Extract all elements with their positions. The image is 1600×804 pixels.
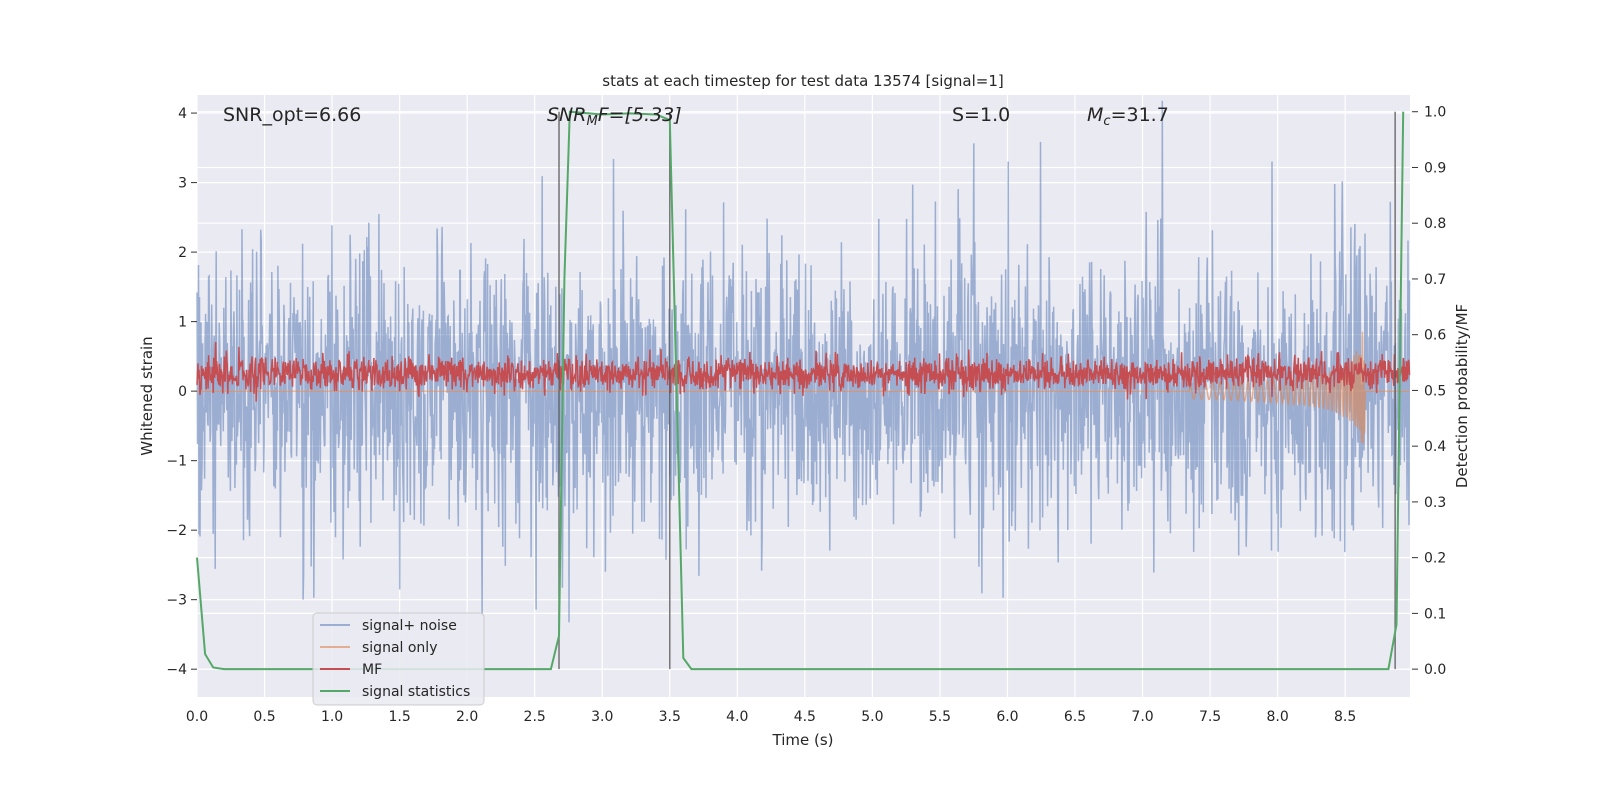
x-tick-label: 0.5	[253, 709, 275, 725]
x-tick-label: 8.5	[1334, 709, 1356, 725]
x-tick-label: 2.0	[456, 709, 478, 725]
y-axis-label: Whitened strain	[138, 336, 156, 455]
x-tick-label: 5.5	[929, 709, 951, 725]
x-tick-label: 6.5	[1064, 709, 1086, 725]
x-tick-label: 8.0	[1266, 709, 1288, 725]
signal-statistics-series-line	[196, 110, 1405, 671]
snr-mf-sub: M	[586, 114, 597, 129]
y-right-tick-label: 0.1	[1424, 606, 1446, 622]
y-tick-label: 0	[178, 384, 187, 400]
snr-mf-rest: F=[5.33]	[598, 104, 682, 126]
legend-label-noise: signal+ noise	[362, 618, 457, 634]
y-tick-label: 4	[178, 106, 187, 122]
x-tick-label: 2.5	[524, 709, 546, 725]
y-right-tick-label: 0.7	[1424, 272, 1446, 288]
x-tick-label: 0.0	[186, 709, 208, 725]
annotation-mc: Mc=31.7	[1087, 104, 1169, 129]
x-axis-label: Time (s)	[772, 731, 834, 749]
mc-main: M	[1087, 104, 1103, 126]
snr-mf-main: SNR	[547, 104, 586, 126]
x-tick-label: 7.5	[1199, 709, 1221, 725]
legend: signal+ noise signal only MF signal stat…	[312, 612, 485, 706]
x-tick-label: 3.5	[659, 709, 681, 725]
y-right-tick-label: 0.3	[1424, 495, 1446, 511]
y-right-tick-label: 0.5	[1424, 383, 1446, 399]
x-tick-label: 1.0	[321, 709, 343, 725]
y-tick-label: −1	[166, 454, 187, 470]
x-tick-label: 3.0	[591, 709, 613, 725]
x-tick-label: 7.0	[1131, 709, 1153, 725]
y-right-tick-label: 1.0	[1424, 105, 1446, 121]
y-tick-label: −3	[166, 593, 187, 609]
y-tick-label: 3	[178, 176, 187, 192]
annotation-s: S=1.0	[952, 104, 1010, 126]
annotation-snr-opt: SNR_opt=6.66	[223, 104, 361, 126]
y-tick-label: −4	[166, 662, 187, 678]
y-tick-label: 2	[178, 245, 187, 261]
chart-title: stats at each timestep for test data 135…	[602, 72, 1003, 90]
x-tick-label: 6.0	[996, 709, 1018, 725]
x-tick-label: 4.0	[726, 709, 748, 725]
mc-rest: =31.7	[1111, 104, 1169, 126]
noise-series-line	[196, 100, 1411, 623]
y-right-tick-label: 0.2	[1424, 551, 1446, 567]
legend-label-stats: signal statistics	[362, 684, 470, 700]
y-tick-label: −2	[166, 523, 187, 539]
mf-series-line	[196, 341, 1411, 402]
y-tick-label: 1	[178, 315, 187, 331]
x-tick-label: 4.5	[794, 709, 816, 725]
y-right-tick-label: 0.8	[1424, 216, 1446, 232]
legend-label-mf: MF	[362, 662, 382, 678]
y-axis-right-label: Detection probability/MF	[1453, 304, 1471, 488]
y-right-tick-label: 0.9	[1424, 160, 1446, 176]
annotation-snr-mf: SNRMF=[5.33]	[547, 104, 682, 129]
x-tick-label: 1.5	[388, 709, 410, 725]
y-right-tick-label: 0.4	[1424, 439, 1446, 455]
legend-label-signal: signal only	[362, 640, 437, 656]
y-right-tick-label: 0.0	[1424, 662, 1446, 678]
y-right-tick-label: 0.6	[1424, 328, 1446, 344]
mc-sub: c	[1103, 114, 1110, 129]
x-tick-label: 5.0	[861, 709, 883, 725]
legend-box	[312, 612, 485, 706]
